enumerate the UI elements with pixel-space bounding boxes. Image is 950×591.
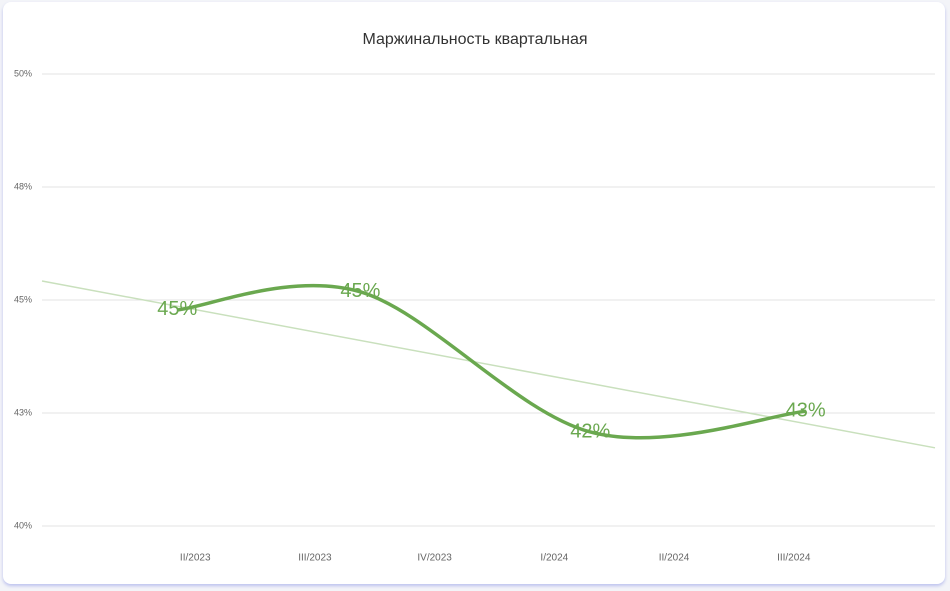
data-label: 43% xyxy=(786,399,826,421)
data-label: 45% xyxy=(157,298,197,320)
x-tick-label: II/2023 xyxy=(180,553,211,564)
chart-title: Маржинальность квартальная xyxy=(362,31,587,48)
x-tick-label: IV/2023 xyxy=(417,553,452,564)
x-tick-label: I/2024 xyxy=(540,553,568,564)
x-tick-label: III/2024 xyxy=(777,553,811,564)
chart-card xyxy=(3,2,945,584)
y-tick-label: 48% xyxy=(14,181,32,191)
data-label: 45% xyxy=(340,280,380,302)
y-tick-label: 50% xyxy=(14,68,32,78)
y-tick-label: 45% xyxy=(14,294,32,304)
x-tick-label: II/2024 xyxy=(659,553,690,564)
y-tick-label: 43% xyxy=(14,407,32,417)
y-tick-label: 40% xyxy=(14,520,32,530)
x-tick-label: III/2023 xyxy=(298,553,332,564)
line xyxy=(177,283,806,440)
data-label: 42% xyxy=(570,420,610,442)
